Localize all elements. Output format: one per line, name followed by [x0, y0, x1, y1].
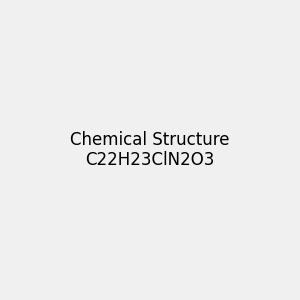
Text: Chemical Structure
C22H23ClN2O3: Chemical Structure C22H23ClN2O3 [70, 130, 230, 170]
